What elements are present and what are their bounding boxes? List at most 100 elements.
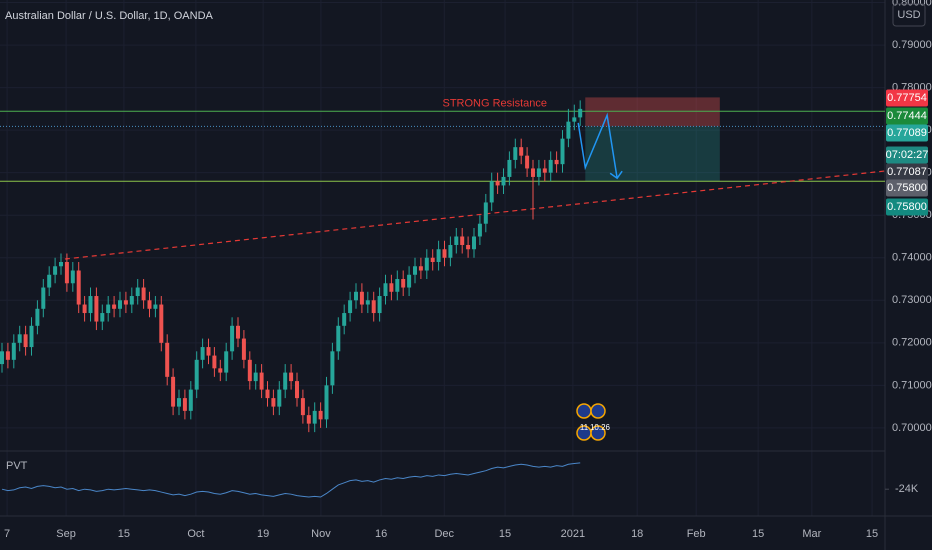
candle-body — [141, 287, 146, 301]
candle-body — [424, 257, 429, 271]
candle-body — [212, 355, 217, 369]
candle-body — [389, 283, 394, 292]
candle-body — [289, 372, 294, 382]
candle-body — [224, 351, 229, 373]
candle-body — [188, 389, 193, 411]
pvt-line — [1, 462, 581, 498]
event-icon — [576, 403, 592, 419]
candle-body — [448, 244, 453, 258]
candle-body — [418, 266, 423, 271]
candle-body — [436, 249, 441, 263]
candle-body — [29, 325, 34, 348]
candle-body — [17, 334, 22, 343]
x-tick-label: Dec — [434, 528, 454, 540]
candle-body — [413, 266, 417, 275]
candle-body — [466, 244, 471, 250]
x-tick-label: 15 — [499, 528, 511, 540]
candle-body — [483, 202, 488, 224]
pvt-tick-label: -24K — [895, 483, 919, 495]
price-label-box — [886, 107, 928, 125]
candle-body — [395, 279, 400, 292]
currency: USD — [897, 9, 920, 21]
candle-body — [147, 300, 152, 309]
candle-body — [407, 274, 412, 288]
projection-arrow — [577, 112, 618, 179]
price-label: 0.77754 — [887, 92, 927, 104]
chart-title: Australian Dollar / U.S. Dollar, 1D, OAN… — [5, 10, 214, 22]
trend-line — [64, 170, 886, 260]
x-tick-label: Nov — [311, 528, 331, 540]
candle-body — [23, 334, 28, 348]
candle-body — [525, 155, 530, 169]
position-box — [585, 97, 720, 127]
candle-body — [135, 287, 140, 297]
candle-body — [35, 308, 40, 326]
candle-body — [247, 359, 252, 382]
candle-body — [312, 410, 317, 424]
y-tick-label: 0.70000 — [892, 422, 932, 434]
candle-body — [206, 347, 211, 356]
candle-body — [53, 266, 58, 275]
annotation: STRONG Resistance — [443, 97, 548, 109]
candle-body — [283, 372, 288, 390]
event-label: 11 — [580, 423, 589, 432]
candle-body — [94, 296, 99, 322]
candle-body — [218, 368, 223, 373]
candle-body — [542, 168, 547, 173]
event-icon — [590, 425, 606, 441]
candle-body — [106, 304, 111, 314]
x-tick-label: 15 — [118, 528, 130, 540]
candle-body — [489, 181, 494, 203]
event-icon — [590, 403, 606, 419]
y-tick-label: 0.74000 — [892, 252, 932, 264]
candle-body — [70, 270, 75, 284]
candle-body — [265, 389, 270, 399]
candle-body — [554, 159, 559, 165]
candle-body — [359, 291, 364, 305]
candle-body — [182, 398, 187, 411]
candle-body — [11, 342, 16, 360]
candle-body — [300, 398, 305, 416]
candle-body — [365, 300, 370, 305]
candle-body — [59, 262, 63, 267]
candle-body — [100, 313, 105, 322]
candle-body — [548, 159, 553, 173]
price-label-box — [886, 198, 928, 216]
candle-body — [306, 415, 311, 424]
candle-body — [495, 181, 500, 186]
y-tick-label: 0.73000 — [892, 294, 932, 306]
candle-body — [401, 279, 406, 288]
candle-body — [76, 270, 81, 305]
candle-body — [277, 389, 282, 407]
y-tick-label: 0.72000 — [892, 337, 932, 349]
price-label-box — [886, 89, 928, 107]
candle-body — [342, 313, 347, 326]
candle-body — [129, 296, 134, 305]
candle-body — [200, 347, 205, 360]
candle-body — [165, 342, 170, 377]
x-tick-label: 7 — [4, 528, 10, 540]
candle-body — [230, 325, 235, 352]
candle-body — [194, 359, 199, 390]
candle-body — [236, 325, 240, 339]
candle-body — [513, 147, 518, 160]
candle-body — [566, 121, 571, 139]
y-tick-label: 0.71000 — [892, 379, 932, 391]
x-tick-label: 18 — [631, 528, 643, 540]
candle-body — [477, 223, 482, 237]
price-label: 0.77089 — [887, 127, 927, 139]
position-box — [585, 126, 720, 182]
event-label: 10.26 — [590, 423, 611, 432]
price-label-box — [886, 163, 928, 181]
price-label: 0.77444 — [887, 110, 927, 122]
x-tick-label: 19 — [257, 528, 269, 540]
candle-body — [578, 108, 583, 118]
candle-body — [371, 300, 376, 314]
candle-body — [171, 376, 176, 407]
candle-body — [330, 351, 335, 386]
x-tick-label: Feb — [687, 528, 706, 540]
price-label-box — [886, 146, 928, 164]
currency-box — [892, 3, 926, 27]
candle-body — [5, 351, 10, 360]
